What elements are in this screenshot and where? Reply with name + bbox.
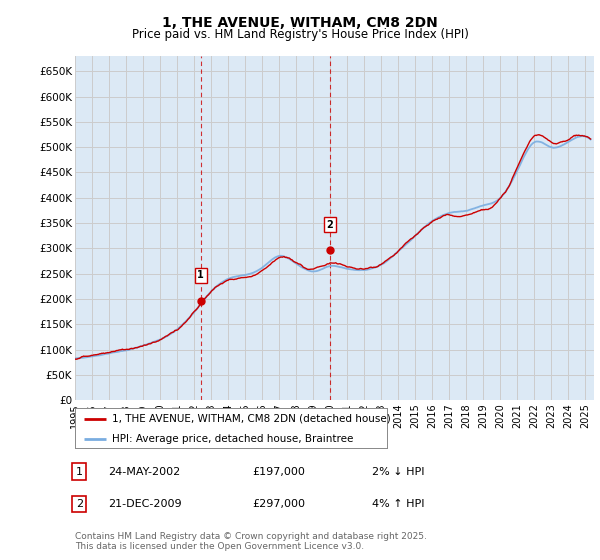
Text: 1: 1 <box>76 466 83 477</box>
Text: 2: 2 <box>326 220 333 230</box>
Text: 2% ↓ HPI: 2% ↓ HPI <box>372 466 425 477</box>
Text: HPI: Average price, detached house, Braintree: HPI: Average price, detached house, Brai… <box>112 434 354 444</box>
Text: £197,000: £197,000 <box>252 466 305 477</box>
Text: £297,000: £297,000 <box>252 499 305 509</box>
Text: 21-DEC-2009: 21-DEC-2009 <box>108 499 182 509</box>
Text: Price paid vs. HM Land Registry's House Price Index (HPI): Price paid vs. HM Land Registry's House … <box>131 28 469 41</box>
Text: 1, THE AVENUE, WITHAM, CM8 2DN (detached house): 1, THE AVENUE, WITHAM, CM8 2DN (detached… <box>112 414 391 423</box>
Text: 2: 2 <box>76 499 83 509</box>
Text: 4% ↑ HPI: 4% ↑ HPI <box>372 499 425 509</box>
Text: 24-MAY-2002: 24-MAY-2002 <box>108 466 180 477</box>
Text: 1, THE AVENUE, WITHAM, CM8 2DN: 1, THE AVENUE, WITHAM, CM8 2DN <box>162 16 438 30</box>
Text: 1: 1 <box>197 270 204 281</box>
Text: Contains HM Land Registry data © Crown copyright and database right 2025.
This d: Contains HM Land Registry data © Crown c… <box>75 532 427 552</box>
